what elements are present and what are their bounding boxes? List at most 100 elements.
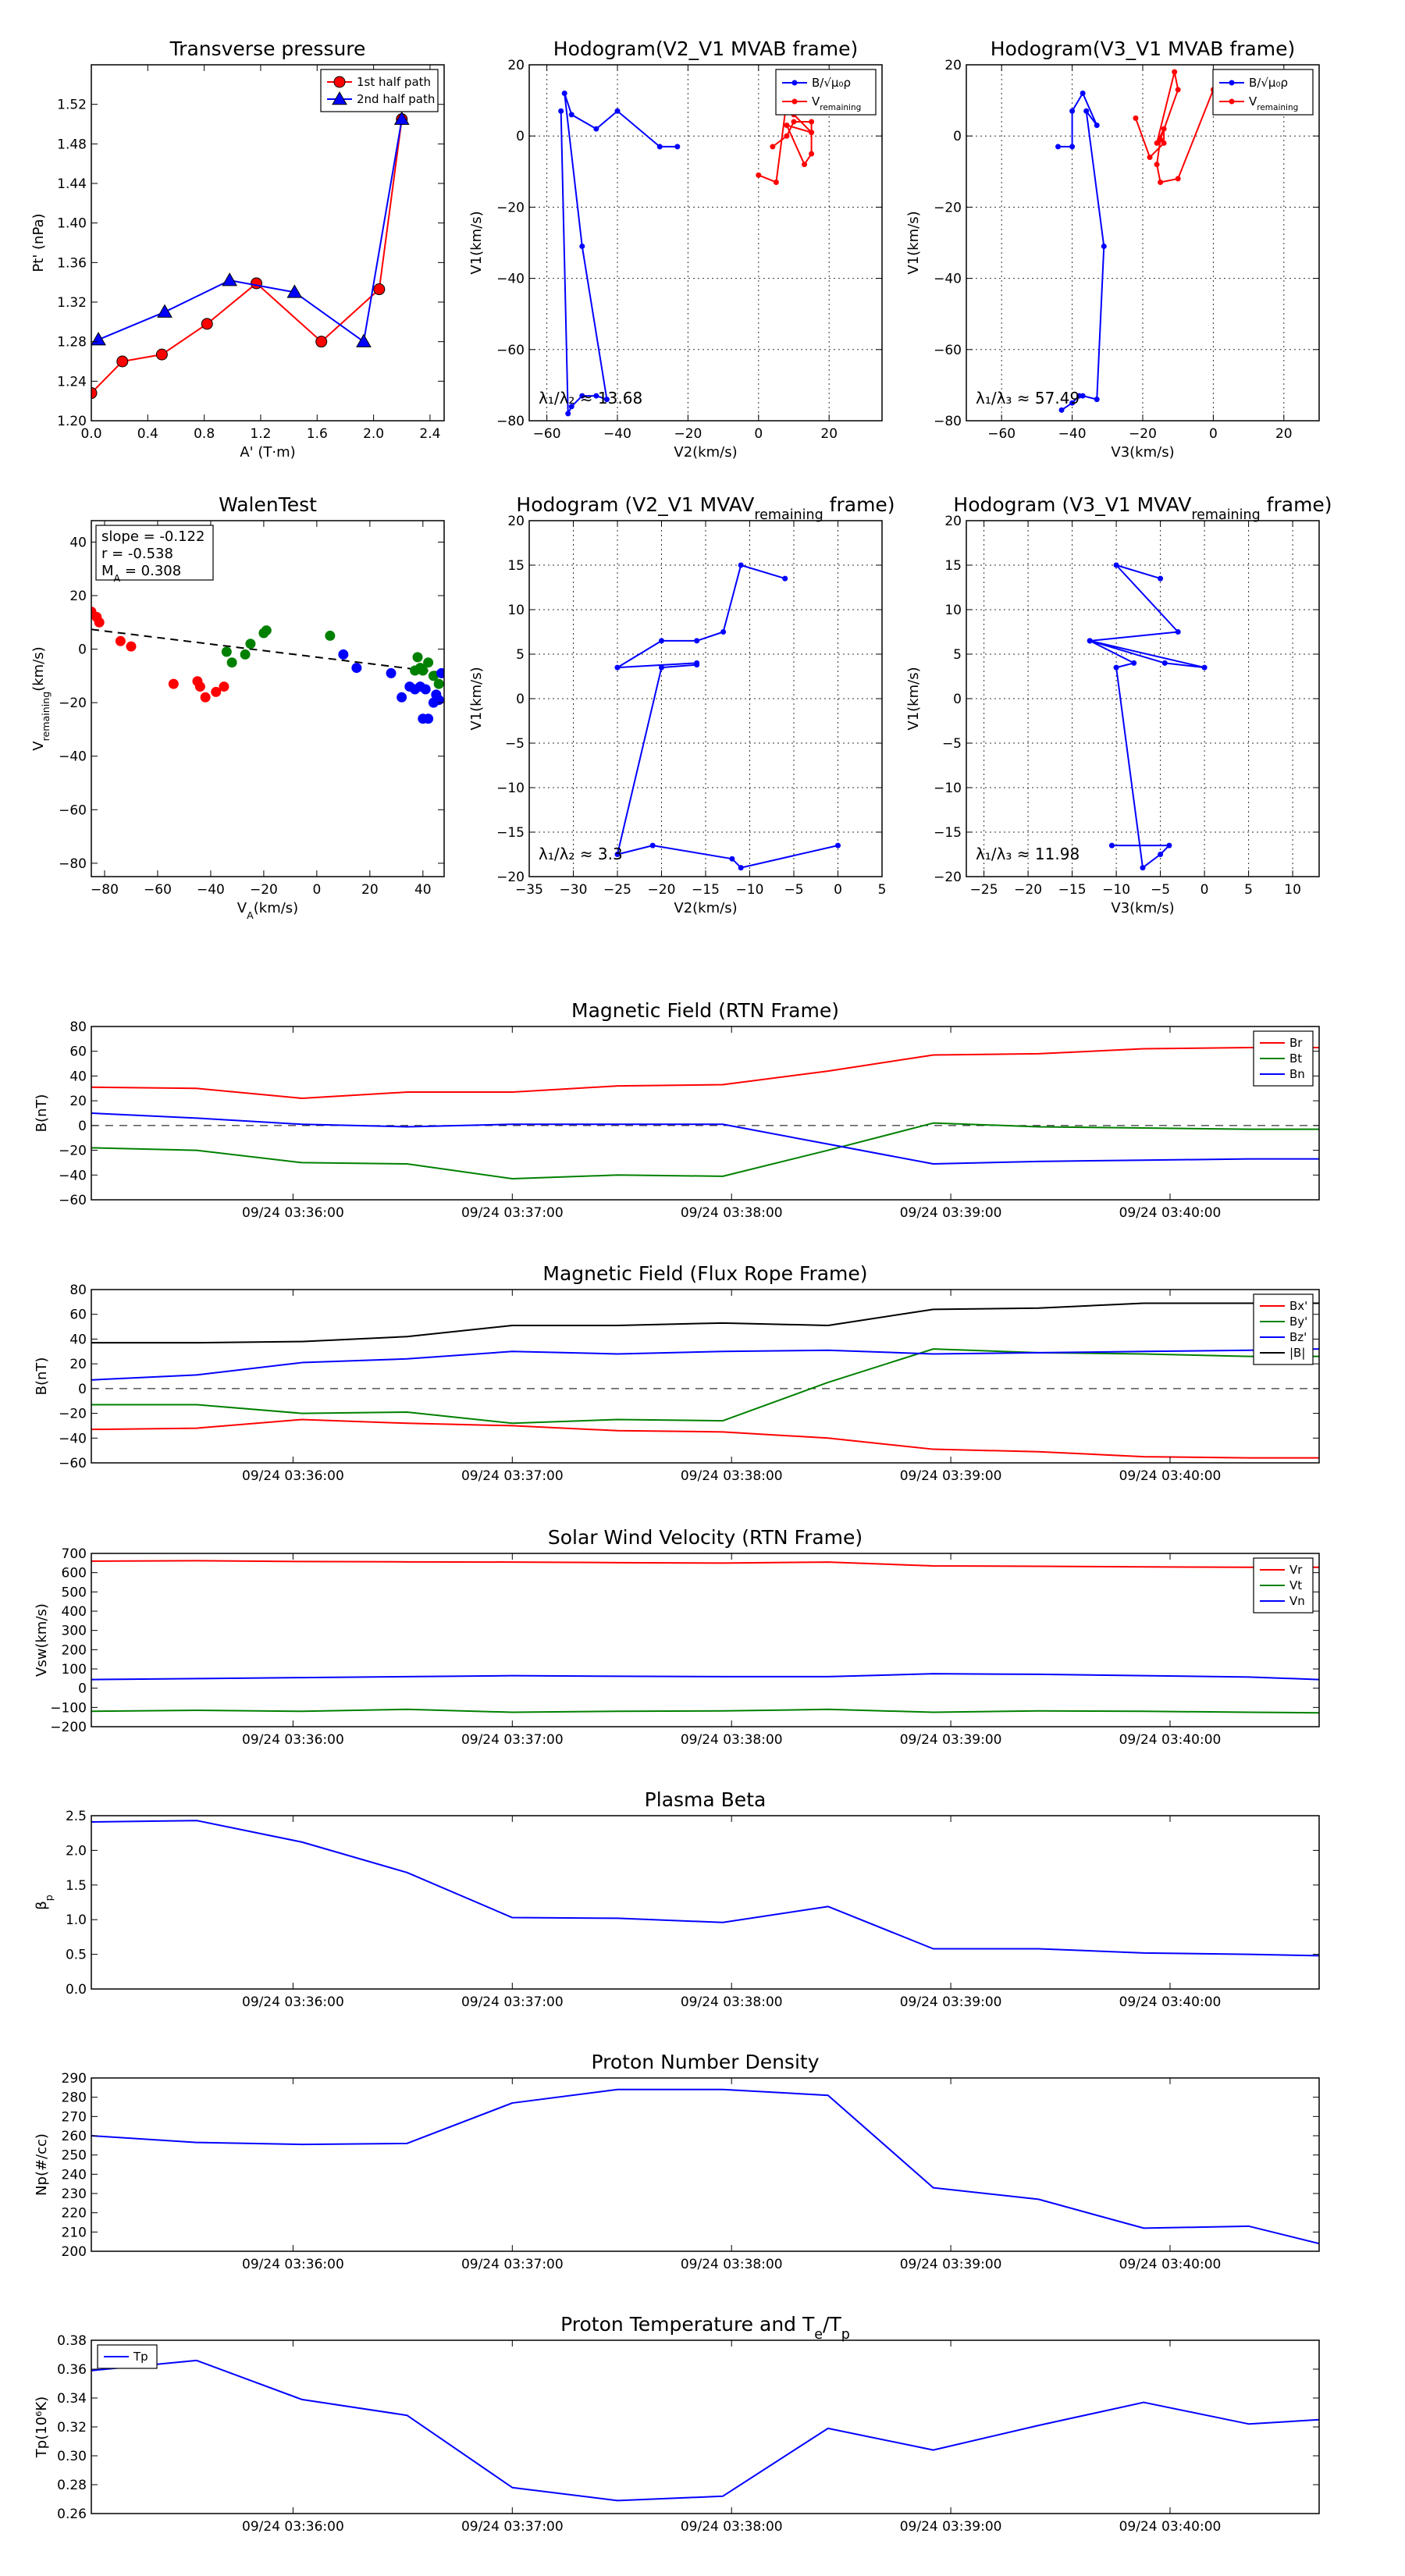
chart-title: Plasma Beta — [645, 1788, 767, 1811]
y-tick-label: 100 — [62, 1662, 87, 1678]
chart-tp: Proton Temperature and Te/Tp 0.26 0.28 0.30… — [34, 2313, 1320, 2535]
data-point — [1166, 842, 1172, 849]
chart-title: Hodogram (V3_V1 MVAVremaining frame) — [953, 493, 1332, 523]
y-tick-label: −60 — [496, 343, 525, 358]
series-bz- — [91, 1348, 1319, 1381]
x-tick-label: −5 — [784, 882, 803, 898]
data-point — [561, 90, 567, 96]
y-tick-label: 1.20 — [57, 414, 87, 429]
data-point — [168, 678, 179, 689]
y-tick-label: −200 — [50, 1720, 87, 1735]
x-tick-label: 20 — [820, 426, 838, 442]
y-tick-label: −5 — [942, 736, 962, 752]
legend-marker — [1229, 98, 1235, 105]
x-tick-label: 40 — [414, 882, 432, 898]
y-axis-label: V1(km/s) — [905, 211, 922, 274]
legend-label: 2nd half path — [357, 92, 435, 106]
series-b- — [1055, 90, 1107, 413]
chart-np: Proton Number Density 200 210 220 230 240 250 2… — [34, 2051, 1320, 2272]
legend-marker — [332, 91, 347, 105]
series-line — [91, 1302, 1319, 1344]
chart-title: Proton Number Density — [592, 2051, 820, 2073]
data-point — [1201, 664, 1208, 671]
legend-label: |B| — [1289, 1346, 1305, 1360]
y-tick-label: −40 — [59, 749, 87, 765]
eigenvalue-ratio-annotation: λ₁/λ₃ ≈ 57.49 — [976, 389, 1080, 407]
y-tick-label: 0 — [516, 129, 525, 144]
data-point — [325, 630, 336, 641]
x-tick-label: 09/24 03:40:00 — [1119, 1994, 1222, 2010]
eigenvalue-ratio-annotation: λ₁/λ₂ ≈ 3.3 — [539, 845, 623, 863]
y-tick-label: 20 — [944, 514, 962, 529]
data-point — [1113, 664, 1119, 671]
eigenvalue-ratio-annotation: λ₁/λ₂ ≈ 13.68 — [539, 389, 642, 407]
x-tick-label: 09/24 03:40:00 — [1119, 2257, 1222, 2272]
x-tick-label: 2.0 — [363, 426, 384, 442]
x-tick-label: 10 — [1284, 882, 1301, 898]
data-point — [94, 617, 105, 628]
data-point — [116, 355, 129, 368]
y-tick-label: 1.32 — [57, 295, 87, 311]
chart-title: WalenTest — [219, 493, 317, 516]
x-tick-label: 09/24 03:39:00 — [900, 1994, 1002, 2010]
data-point — [200, 692, 211, 703]
series-line — [91, 1046, 1319, 1099]
data-point — [315, 336, 328, 348]
data-point — [91, 387, 98, 400]
x-tick-label: 09/24 03:37:00 — [461, 1994, 564, 2010]
data-point — [1069, 400, 1076, 406]
y-tick-label: −20 — [59, 1407, 87, 1422]
legend-label: Vremaining — [1249, 94, 1298, 112]
y-tick-label: 500 — [62, 1585, 87, 1600]
data-point — [784, 123, 790, 129]
chart-title: Magnetic Field (RTN Frame) — [571, 999, 839, 1022]
x-tick-label: 0 — [834, 882, 842, 898]
data-point — [809, 119, 815, 125]
x-axis-label: V2(km/s) — [674, 900, 737, 916]
series-line — [91, 119, 403, 394]
y-tick-label: 250 — [62, 2148, 87, 2164]
series-line — [91, 2359, 1319, 2502]
x-tick-label: 0.0 — [80, 426, 101, 442]
stats-line: MA = 0.308 — [101, 563, 181, 584]
x-tick-label: 5 — [1244, 882, 1253, 898]
y-tick-label: 1.24 — [57, 374, 87, 390]
data-point — [393, 111, 410, 125]
data-point — [614, 108, 621, 114]
series-tp — [91, 2359, 1319, 2502]
data-point — [222, 272, 238, 286]
x-tick-label: 09/24 03:39:00 — [900, 1468, 1002, 1484]
x-axis-label: A' (T·m) — [240, 444, 295, 461]
legend-label: Tp — [133, 2350, 148, 2364]
x-tick-label: 0 — [312, 882, 321, 898]
chart-h1: Hodogram(V2_V1 MVAB frame) −80 −60 −40 −20 0 2… — [468, 37, 883, 461]
data-point — [738, 865, 744, 871]
y-tick-label: 0.26 — [57, 2507, 87, 2522]
legend-label: Vremaining — [812, 94, 861, 112]
data-point — [558, 108, 564, 114]
y-tick-label: 1.5 — [66, 1878, 87, 1894]
y-tick-label: 1.28 — [57, 335, 87, 350]
legend-label: B/√μ₀ρ — [1249, 76, 1288, 90]
data-point — [1055, 144, 1062, 150]
y-tick-label: 0.30 — [57, 2449, 87, 2464]
x-tick-label: −40 — [197, 882, 225, 898]
plot-frame — [91, 520, 445, 877]
y-tick-label: 0.36 — [57, 2362, 87, 2378]
legend-label: Br — [1289, 1036, 1303, 1050]
data-point — [568, 404, 574, 410]
plot-frame — [91, 1553, 1320, 1727]
y-tick-label: 1.36 — [57, 255, 87, 271]
y-tick-label: 700 — [62, 1546, 87, 1562]
y-tick-label: 0 — [516, 692, 525, 707]
y-axis-label: V1(km/s) — [905, 667, 922, 730]
series-bx- — [91, 1418, 1319, 1459]
data-point — [809, 151, 815, 157]
chart-title: Hodogram (V2_V1 MVAVremaining frame) — [516, 493, 895, 523]
series-track — [1087, 562, 1208, 871]
y-tick-label: 20 — [69, 1094, 87, 1109]
plot-frame — [91, 1289, 1320, 1464]
x-tick-label: 0.8 — [194, 426, 215, 442]
data-point — [245, 639, 256, 649]
